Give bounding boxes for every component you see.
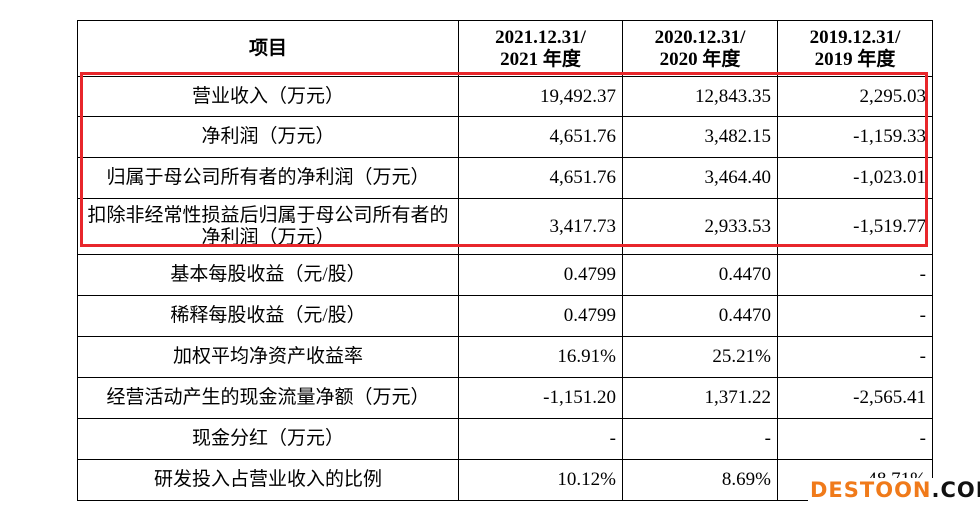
cell-value: 0.4470	[622, 254, 778, 296]
table-body: 营业收入（万元） 19,492.37 12,843.35 2,295.03 净利润（万元…	[77, 76, 933, 501]
cell-value: 0.4470	[622, 295, 778, 337]
watermark-part: DESTOON	[810, 478, 932, 502]
header-line: 2020 年度	[659, 48, 741, 70]
watermark: DESTOON.COM	[808, 478, 980, 502]
financial-table: 项目 2021.12.31/2021 年度 2020.12.31/2020 年度 20…	[77, 20, 933, 501]
table-row: 经营活动产生的现金流量净额（万元） -1,151.20 1,371.22 -2,565…	[77, 377, 933, 419]
header-line: 2019 年度	[814, 48, 896, 70]
cell-value: 0.4799	[458, 254, 623, 296]
row-label: 归属于母公司所有者的净利润（万元）	[77, 157, 459, 199]
cell-value: 3,464.40	[622, 157, 778, 199]
cell-value: -1,151.20	[458, 377, 623, 419]
cell-value: -2,565.41	[777, 377, 933, 419]
cell-value: -	[777, 418, 933, 460]
cell-value: -1,159.33	[777, 116, 933, 158]
cell-value: -1,023.01	[777, 157, 933, 199]
cell-value: 1,371.22	[622, 377, 778, 419]
cell-value: 2,933.53	[622, 198, 778, 255]
table-row: 现金分红（万元） - - -	[77, 418, 933, 460]
row-label: 经营活动产生的现金流量净额（万元）	[77, 377, 459, 419]
row-label: 现金分红（万元）	[77, 418, 459, 460]
header-line: 2020.12.31/	[654, 26, 746, 48]
row-label: 基本每股收益（元/股）	[77, 254, 459, 296]
cell-value: 4,651.76	[458, 116, 623, 158]
row-label: 加权平均净资产收益率	[77, 336, 459, 378]
row-label: 扣除非经常性损益后归属于母公司所有者的净利润（万元）	[77, 198, 459, 255]
cell-value: 8.69%	[622, 459, 778, 501]
cell-value: 4,651.76	[458, 157, 623, 199]
header-row: 项目 2021.12.31/2021 年度 2020.12.31/2020 年度 20…	[77, 20, 933, 77]
cell-value: 12,843.35	[622, 76, 778, 117]
table-row: 营业收入（万元） 19,492.37 12,843.35 2,295.03	[77, 76, 933, 117]
row-label: 营业收入（万元）	[77, 76, 459, 117]
table-row: 稀释每股收益（元/股） 0.4799 0.4470-	[77, 295, 933, 337]
cell-value: 2,295.03	[777, 76, 933, 117]
cell-value: 3,417.73	[458, 198, 623, 255]
cell-value: 16.91%	[458, 336, 623, 378]
row-label: 研发投入占营业收入的比例	[77, 459, 459, 501]
row-label: 净利润（万元）	[77, 116, 459, 158]
cell-value: 19,492.37	[458, 76, 623, 117]
cell-value: -	[777, 295, 933, 337]
cell-value: 3,482.15	[622, 116, 778, 158]
row-label: 稀释每股收益（元/股）	[77, 295, 459, 337]
cell-value: 25.21%	[622, 336, 778, 378]
cell-value: -	[458, 418, 623, 460]
table-row: 归属于母公司所有者的净利润（万元） 4,651.76 3,464.40 -1,023.…	[77, 157, 933, 199]
header-line: 2021 年度	[500, 48, 581, 70]
header-cell: 项目	[77, 20, 459, 77]
header-line: 2019.12.31/	[809, 26, 901, 48]
table-row: 净利润（万元） 4,651.76 3,482.15 -1,159.33	[77, 116, 933, 158]
table-row: 扣除非经常性损益后归属于母公司所有者的净利润（万元） 3,417.73 2,933.…	[77, 198, 933, 255]
cell-value: -	[777, 336, 933, 378]
header-cell: 2019.12.31/2019 年度	[777, 20, 933, 77]
cell-value: -1,519.77	[777, 198, 933, 255]
table-row: 基本每股收益（元/股） 0.4799 0.4470-	[77, 254, 933, 296]
cell-value: 10.12%	[458, 459, 623, 501]
table-row: 加权平均净资产收益率 16.91% 25.21% -	[77, 336, 933, 378]
header-cell: 2021.12.31/2021 年度	[458, 20, 623, 77]
watermark-part: .COM	[931, 478, 980, 502]
cell-value: -	[622, 418, 778, 460]
header-cell: 2020.12.31/2020 年度	[622, 20, 778, 77]
cell-value: 0.4799	[458, 295, 623, 337]
header-line: 2021.12.31/	[495, 26, 586, 48]
cell-value: -	[777, 254, 933, 296]
